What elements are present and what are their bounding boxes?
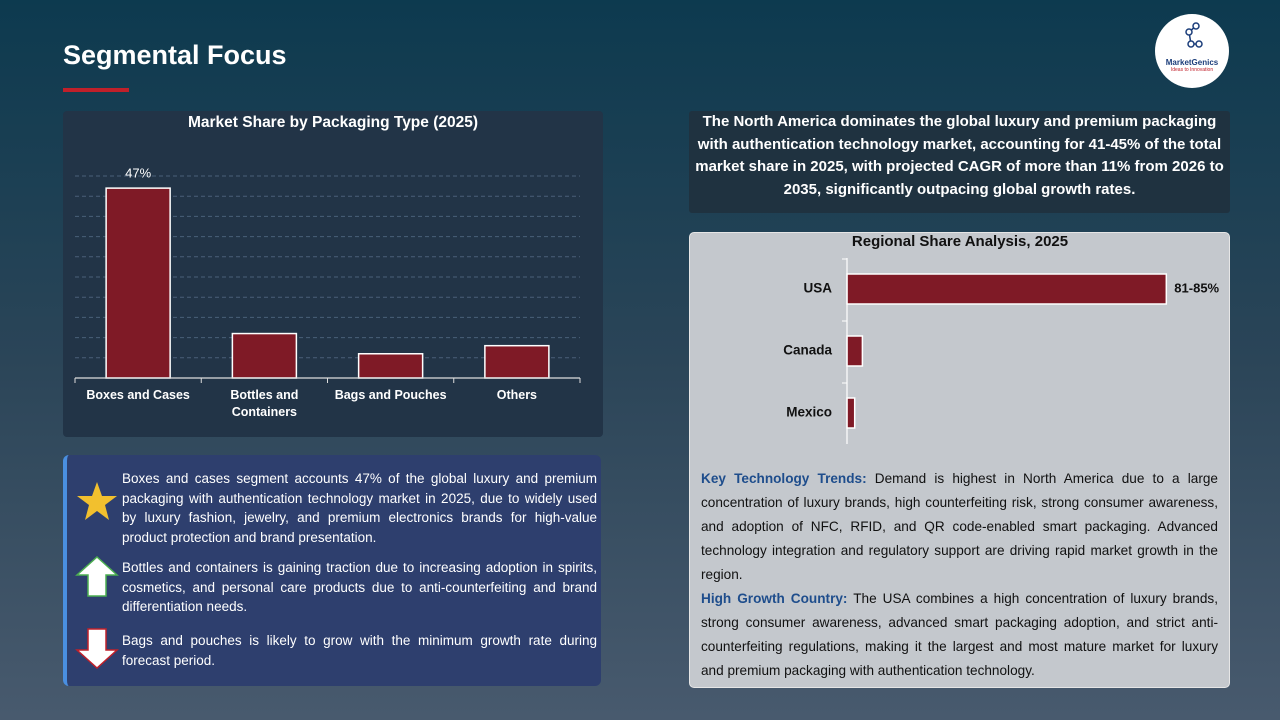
y-tick-label: USA <box>803 281 832 296</box>
down-arrow-icon <box>75 628 119 670</box>
note: Key Technology Trends: Demand is highest… <box>701 467 1218 587</box>
up-arrow-icon <box>75 555 119 597</box>
logo-tagline: Ideas to Innovation <box>1170 67 1214 73</box>
bar <box>846 273 1168 305</box>
note-text: The USA combines a high concentration of… <box>701 591 1218 678</box>
x-tick-label: Boxes and Cases <box>86 388 190 402</box>
highlight-text: The North America dominates the global l… <box>695 113 1224 198</box>
data-label: 81-85% <box>1174 280 1219 295</box>
bar <box>105 187 171 379</box>
chart-title: Regional Share Analysis, 2025 <box>852 233 1068 250</box>
bar-chart: Market Share by Packaging Type (2025) 47% <box>74 114 581 383</box>
bullet-text: Boxes and cases segment accounts 47% of … <box>122 471 597 545</box>
chart-panel: Regional Share Analysis, 2025 USA 81-85% Ca… <box>689 232 1230 688</box>
logo-icon <box>1185 22 1203 48</box>
title-underline <box>63 88 129 92</box>
notes: Key Technology Trends: Demand is highest… <box>701 467 1218 683</box>
data-label: 47% <box>125 166 151 181</box>
x-tick-label: Bags and Pouches <box>334 388 447 402</box>
y-tick-label: Mexico <box>786 405 832 420</box>
bullet-text: Bottles and containers is gaining tracti… <box>122 560 597 614</box>
note: High Growth Country: The USA combines a … <box>701 587 1218 683</box>
highlight-box: The North America dominates the global l… <box>689 111 1230 213</box>
x-tick-label: Others <box>496 388 538 402</box>
logo-name: MarketGenics <box>1165 58 1219 67</box>
slide-title: Segmental Focus <box>63 40 287 70</box>
bullet-panel: Boxes and cases segment accounts 47% of … <box>63 455 601 686</box>
hbar-chart: Regional Share Analysis, 2025 USA 81-85% Ca… <box>783 233 1220 444</box>
x-tick-label: Bottles and Containers <box>230 388 299 419</box>
bullet-text: Bags and pouches is likely to grow with … <box>122 633 597 668</box>
logo: MarketGenics Ideas to Innovation <box>1155 14 1229 88</box>
note-label: Key Technology Trends: <box>701 471 867 486</box>
chart-title: Market Share by Packaging Type (2025) <box>188 114 478 131</box>
note-text: Demand is highest in North America due t… <box>701 471 1218 582</box>
bar <box>231 332 298 379</box>
bar <box>846 335 864 367</box>
bar <box>357 353 424 379</box>
note-label: High Growth Country: <box>701 591 848 606</box>
bar <box>484 344 550 379</box>
bar <box>846 397 856 429</box>
star-icon <box>77 482 117 520</box>
y-tick-label: Canada <box>783 343 832 358</box>
chart-panel: Market Share by Packaging Type (2025) 47%… <box>63 111 603 437</box>
